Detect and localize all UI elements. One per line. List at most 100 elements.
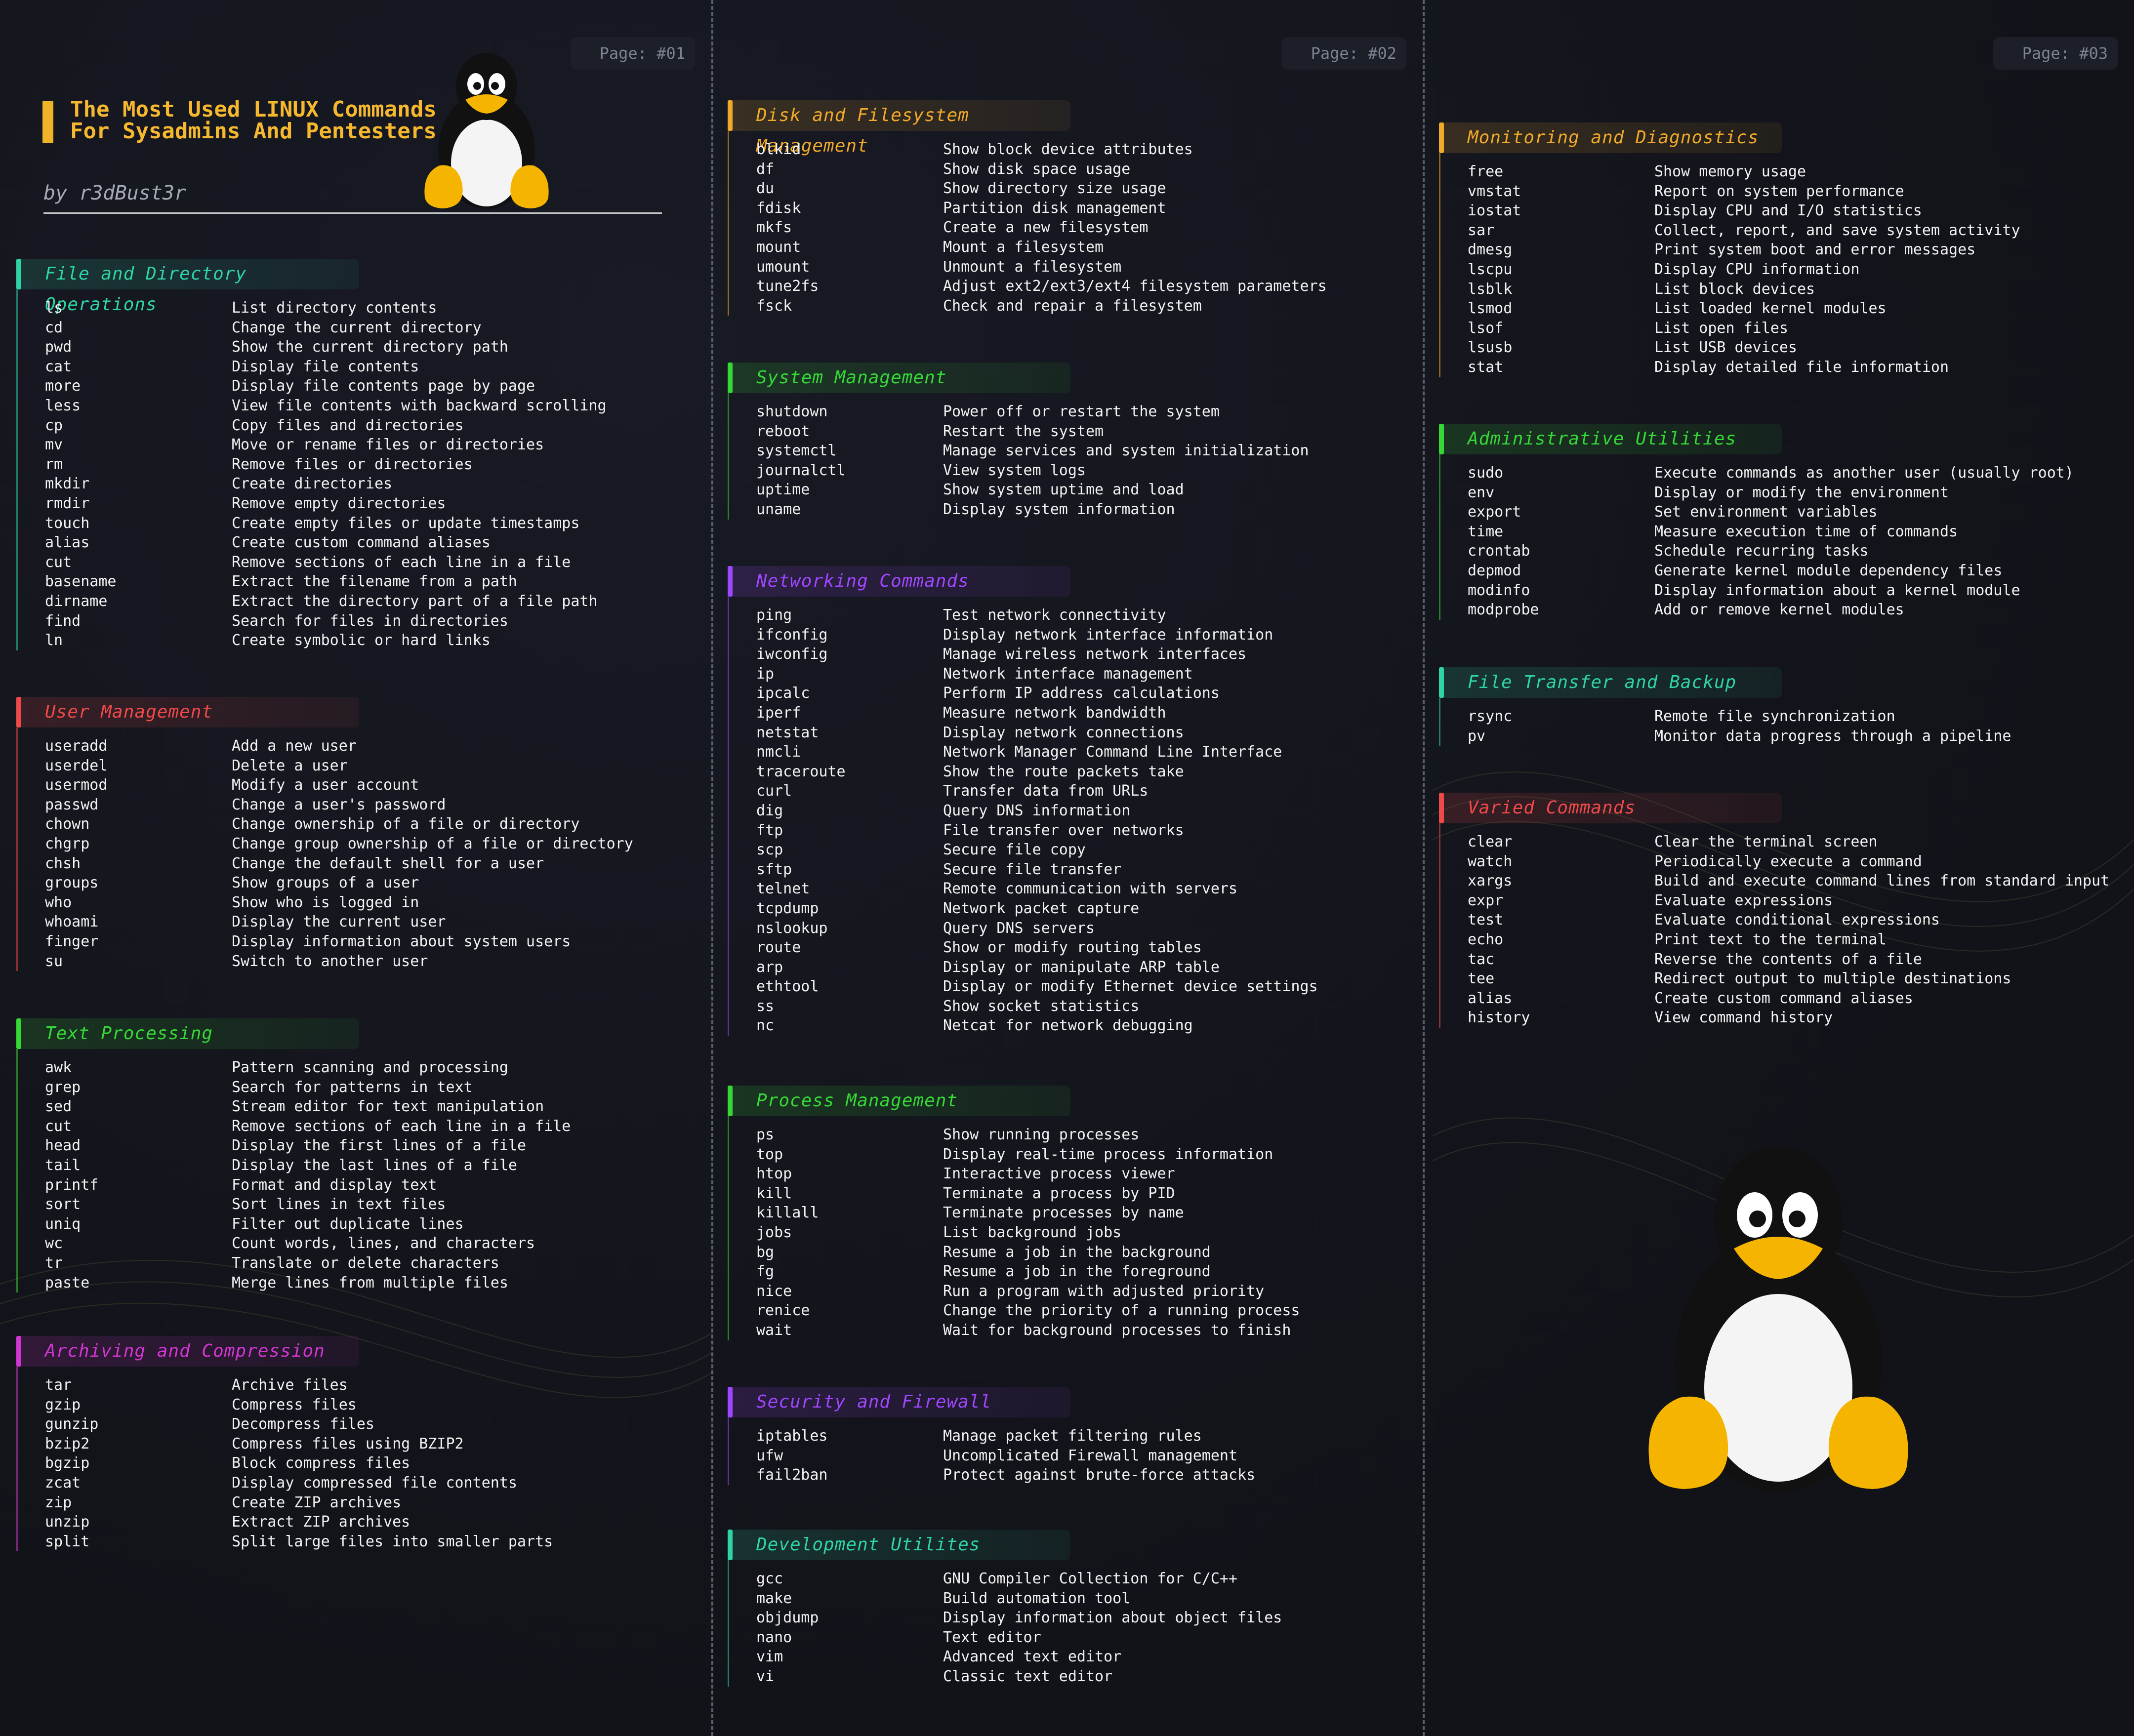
command-row: tr Translate or delete characters: [16, 1253, 499, 1273]
section-title: Administrative Utilities: [1468, 429, 1737, 449]
title-line-2: For Sysadmins And Pentesters: [70, 119, 437, 144]
command-name: sudo: [1468, 464, 1504, 482]
command-name: du: [756, 180, 775, 198]
command-row: traceroute Show the route packets take: [728, 762, 1184, 782]
command-description: List background jobs: [943, 1223, 1122, 1241]
command-name: lsof: [1468, 319, 1504, 337]
command-row: bgzip Block compress files: [16, 1453, 410, 1473]
command-description: Display file contents page by page: [232, 377, 535, 395]
section-accent-bar: [16, 259, 21, 289]
command-name: iperf: [756, 704, 801, 722]
command-row: fdisk Partition disk management: [728, 199, 1166, 218]
command-description: Display real-time process information: [943, 1145, 1273, 1163]
command-description: Periodically execute a command: [1654, 852, 1922, 870]
command-description: Display compressed file contents: [232, 1474, 517, 1492]
command-name: gzip: [45, 1396, 81, 1413]
command-row: route Show or modify routing tables: [728, 938, 1202, 958]
command-row: grep Search for patterns in text: [16, 1078, 473, 1097]
section-title: Networking Commands: [756, 571, 969, 591]
command-description: Remove empty directories: [232, 494, 446, 512]
section-rule: [728, 597, 729, 1036]
command-name: alias: [45, 534, 90, 552]
command-row: iostat Display CPU and I/O statistics: [1439, 201, 1922, 221]
command-row: nano Text editor: [728, 1628, 1070, 1648]
command-description: Create directories: [232, 475, 393, 493]
command-description: Display information about system users: [232, 932, 571, 950]
command-row: bzip2 Compress files using BZIP2: [16, 1434, 464, 1454]
command-list: useradd Add a new user userdel Delete a use…: [16, 727, 633, 971]
command-description: Secure file transfer: [943, 860, 1122, 878]
command-row: htop Interactive process viewer: [728, 1164, 1175, 1184]
command-name: mkfs: [756, 219, 792, 237]
section-rule: [728, 1116, 729, 1340]
command-row: vi Classic text editor: [728, 1667, 1112, 1687]
command-description: Set environment variables: [1654, 503, 1878, 521]
command-name: shutdown: [756, 403, 828, 420]
command-name: usermod: [45, 776, 108, 794]
command-name: basename: [45, 573, 117, 591]
command-row: df Show disk space usage: [728, 160, 1130, 179]
section-rule: [16, 289, 18, 650]
command-name: userdel: [45, 757, 108, 774]
command-row: cut Remove sections of each line in a fil…: [16, 553, 571, 572]
command-name: alias: [1468, 989, 1513, 1007]
command-name: finger: [45, 932, 99, 950]
command-description: Restart the system: [943, 422, 1104, 440]
command-description: Measure execution time of commands: [1654, 523, 1958, 540]
command-name: netstat: [756, 724, 819, 741]
command-description: List directory contents: [232, 299, 437, 317]
command-description: Display or manipulate ARP table: [943, 958, 1220, 976]
command-description: Protect against brute-force attacks: [943, 1466, 1256, 1484]
command-description: Search for patterns in text: [232, 1078, 473, 1096]
command-description: Terminate a process by PID: [943, 1184, 1175, 1202]
command-name: tac: [1468, 950, 1495, 968]
command-description: Query DNS information: [943, 802, 1131, 819]
section-networking-commands: Networking Commands ping Test network conn…: [728, 566, 1318, 1036]
command-row: ifconfig Display network interface inform…: [728, 625, 1273, 645]
command-description: Display network interface information: [943, 626, 1273, 644]
command-list: sudo Execute commands as another user (us…: [1439, 454, 2074, 620]
command-description: Report on system performance: [1654, 182, 1904, 200]
title-line-1: The Most Used LINUX Commands: [70, 97, 437, 122]
command-row: killall Terminate processes by name: [728, 1203, 1184, 1223]
command-name: ifconfig: [756, 626, 828, 644]
command-name: echo: [1468, 930, 1504, 948]
command-name: modinfo: [1468, 581, 1530, 599]
command-name: dig: [756, 802, 783, 819]
command-row: watch Periodically execute a command: [1439, 852, 1922, 872]
section-header: Security and Firewall: [728, 1387, 1070, 1417]
command-row: gunzip Decompress files: [16, 1414, 374, 1434]
command-row: sar Collect, report, and save system acti…: [1439, 221, 2020, 241]
command-name: iwconfig: [756, 646, 828, 663]
command-name: head: [45, 1137, 81, 1155]
section-title: Development Utilites: [756, 1534, 981, 1555]
command-description: Block compress files: [232, 1454, 410, 1472]
section-header: Disk and Filesystem Management: [728, 100, 1070, 156]
section-accent-bar: [1439, 793, 1444, 823]
command-row: modinfo Display information about a kerne…: [1439, 581, 2020, 601]
command-name: test: [1468, 911, 1504, 929]
command-name: rsync: [1468, 708, 1513, 725]
command-description: Archive files: [232, 1376, 348, 1394]
command-name: objdump: [756, 1609, 819, 1627]
command-description: Display or modify the environment: [1654, 484, 1949, 501]
command-description: Change the priority of a running process: [943, 1302, 1300, 1320]
command-description: Show block device attributes: [943, 141, 1193, 158]
command-name: cut: [45, 1117, 72, 1135]
command-name: uniq: [45, 1215, 81, 1233]
command-row: chown Change ownership of a file or direc…: [16, 814, 579, 834]
command-description: Move or rename files or directories: [232, 436, 544, 454]
command-name: nslookup: [756, 919, 828, 937]
command-row: ufw Uncomplicated Firewall management: [728, 1446, 1237, 1466]
command-row: pv Monitor data progress through a pipeli…: [1439, 727, 2011, 746]
page-number-1: Page: #01: [571, 37, 695, 70]
command-description: GNU Compiler Collection for C/C++: [943, 1570, 1238, 1587]
command-name: ss: [756, 997, 775, 1015]
command-row: cp Copy files and directories: [16, 416, 464, 436]
command-name: curl: [756, 782, 792, 800]
command-description: Adjust ext2/ext3/ext4 filesystem paramet…: [943, 278, 1327, 295]
command-row: xargs Build and execute command lines fro…: [1439, 871, 2109, 891]
command-row: top Display real-time process information: [728, 1145, 1273, 1165]
command-description: Display network connections: [943, 724, 1184, 741]
command-description: Remote file synchronization: [1654, 708, 1895, 725]
